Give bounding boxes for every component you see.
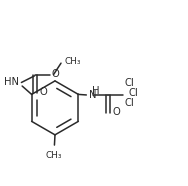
Text: O: O [39, 87, 47, 97]
Text: Cl: Cl [124, 78, 134, 88]
Text: Cl: Cl [124, 98, 134, 108]
Text: CH₃: CH₃ [64, 57, 81, 66]
Text: O: O [52, 69, 59, 79]
Text: O: O [112, 107, 120, 117]
Text: CH₃: CH₃ [45, 151, 62, 160]
Text: N: N [89, 90, 96, 100]
Text: Cl: Cl [128, 88, 138, 98]
Text: H: H [92, 86, 99, 96]
Text: HN: HN [4, 77, 19, 87]
